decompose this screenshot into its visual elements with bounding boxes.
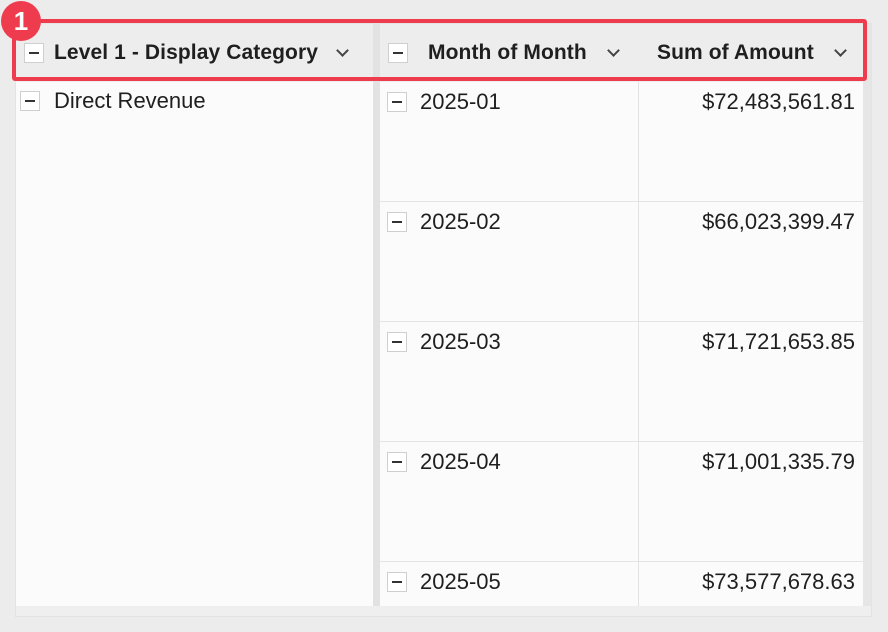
table-row: 2025-01 $72,483,561.81 <box>380 82 863 202</box>
table-row: 2025-04 $71,001,335.79 <box>380 442 863 562</box>
column-divider[interactable] <box>638 82 639 606</box>
value-pane <box>380 82 863 616</box>
collapse-icon[interactable] <box>387 452 407 472</box>
amount-cell: $71,001,335.79 <box>702 449 855 474</box>
pane-divider[interactable] <box>373 24 380 616</box>
collapse-icon[interactable] <box>387 212 407 232</box>
row-group-direct-revenue[interactable]: Direct Revenue <box>20 88 206 114</box>
horizontal-scrollbar[interactable] <box>16 606 871 616</box>
column-header-sum-amount[interactable]: Sum of Amount <box>657 24 863 82</box>
column-header-label: Level 1 - Display Category <box>54 41 319 64</box>
row-group-pane <box>16 82 373 616</box>
collapse-icon[interactable] <box>387 332 407 352</box>
pivot-table: Level 1 - Display Category Month of Mont… <box>16 24 871 616</box>
amount-cell: $73,577,678.63 <box>702 569 855 594</box>
month-cell: 2025-04 <box>420 449 501 474</box>
column-header-month[interactable]: Month of Month <box>388 24 638 82</box>
month-cell: 2025-05 <box>420 569 501 594</box>
month-cell: 2025-02 <box>420 209 501 234</box>
category-label: Direct Revenue <box>54 88 206 113</box>
chevron-down-icon[interactable] <box>833 44 847 57</box>
amount-cell: $66,023,399.47 <box>702 209 855 234</box>
chevron-down-icon[interactable] <box>606 44 620 57</box>
month-cell: 2025-01 <box>420 89 501 114</box>
column-header-label: Month of Month <box>428 41 587 64</box>
table-row: 2025-02 $66,023,399.47 <box>380 202 863 322</box>
collapse-icon[interactable] <box>387 572 407 592</box>
amount-cell: $72,483,561.81 <box>702 89 855 114</box>
collapse-icon[interactable] <box>388 43 408 63</box>
collapse-icon[interactable] <box>20 91 40 111</box>
table-row: 2025-05 $73,577,678.63 <box>380 562 863 606</box>
collapse-icon[interactable] <box>387 92 407 112</box>
chevron-down-icon[interactable] <box>336 44 349 57</box>
column-header-label: Sum of Amount <box>657 41 814 64</box>
column-header-display-category[interactable]: Level 1 - Display Category <box>24 24 374 82</box>
annotation-badge: 1 <box>1 1 41 41</box>
vertical-scrollbar[interactable] <box>863 24 871 616</box>
amount-cell: $71,721,653.85 <box>702 329 855 354</box>
table-row: 2025-03 $71,721,653.85 <box>380 322 863 442</box>
table-header: Level 1 - Display Category Month of Mont… <box>16 24 871 82</box>
collapse-icon[interactable] <box>24 43 44 63</box>
month-cell: 2025-03 <box>420 329 501 354</box>
